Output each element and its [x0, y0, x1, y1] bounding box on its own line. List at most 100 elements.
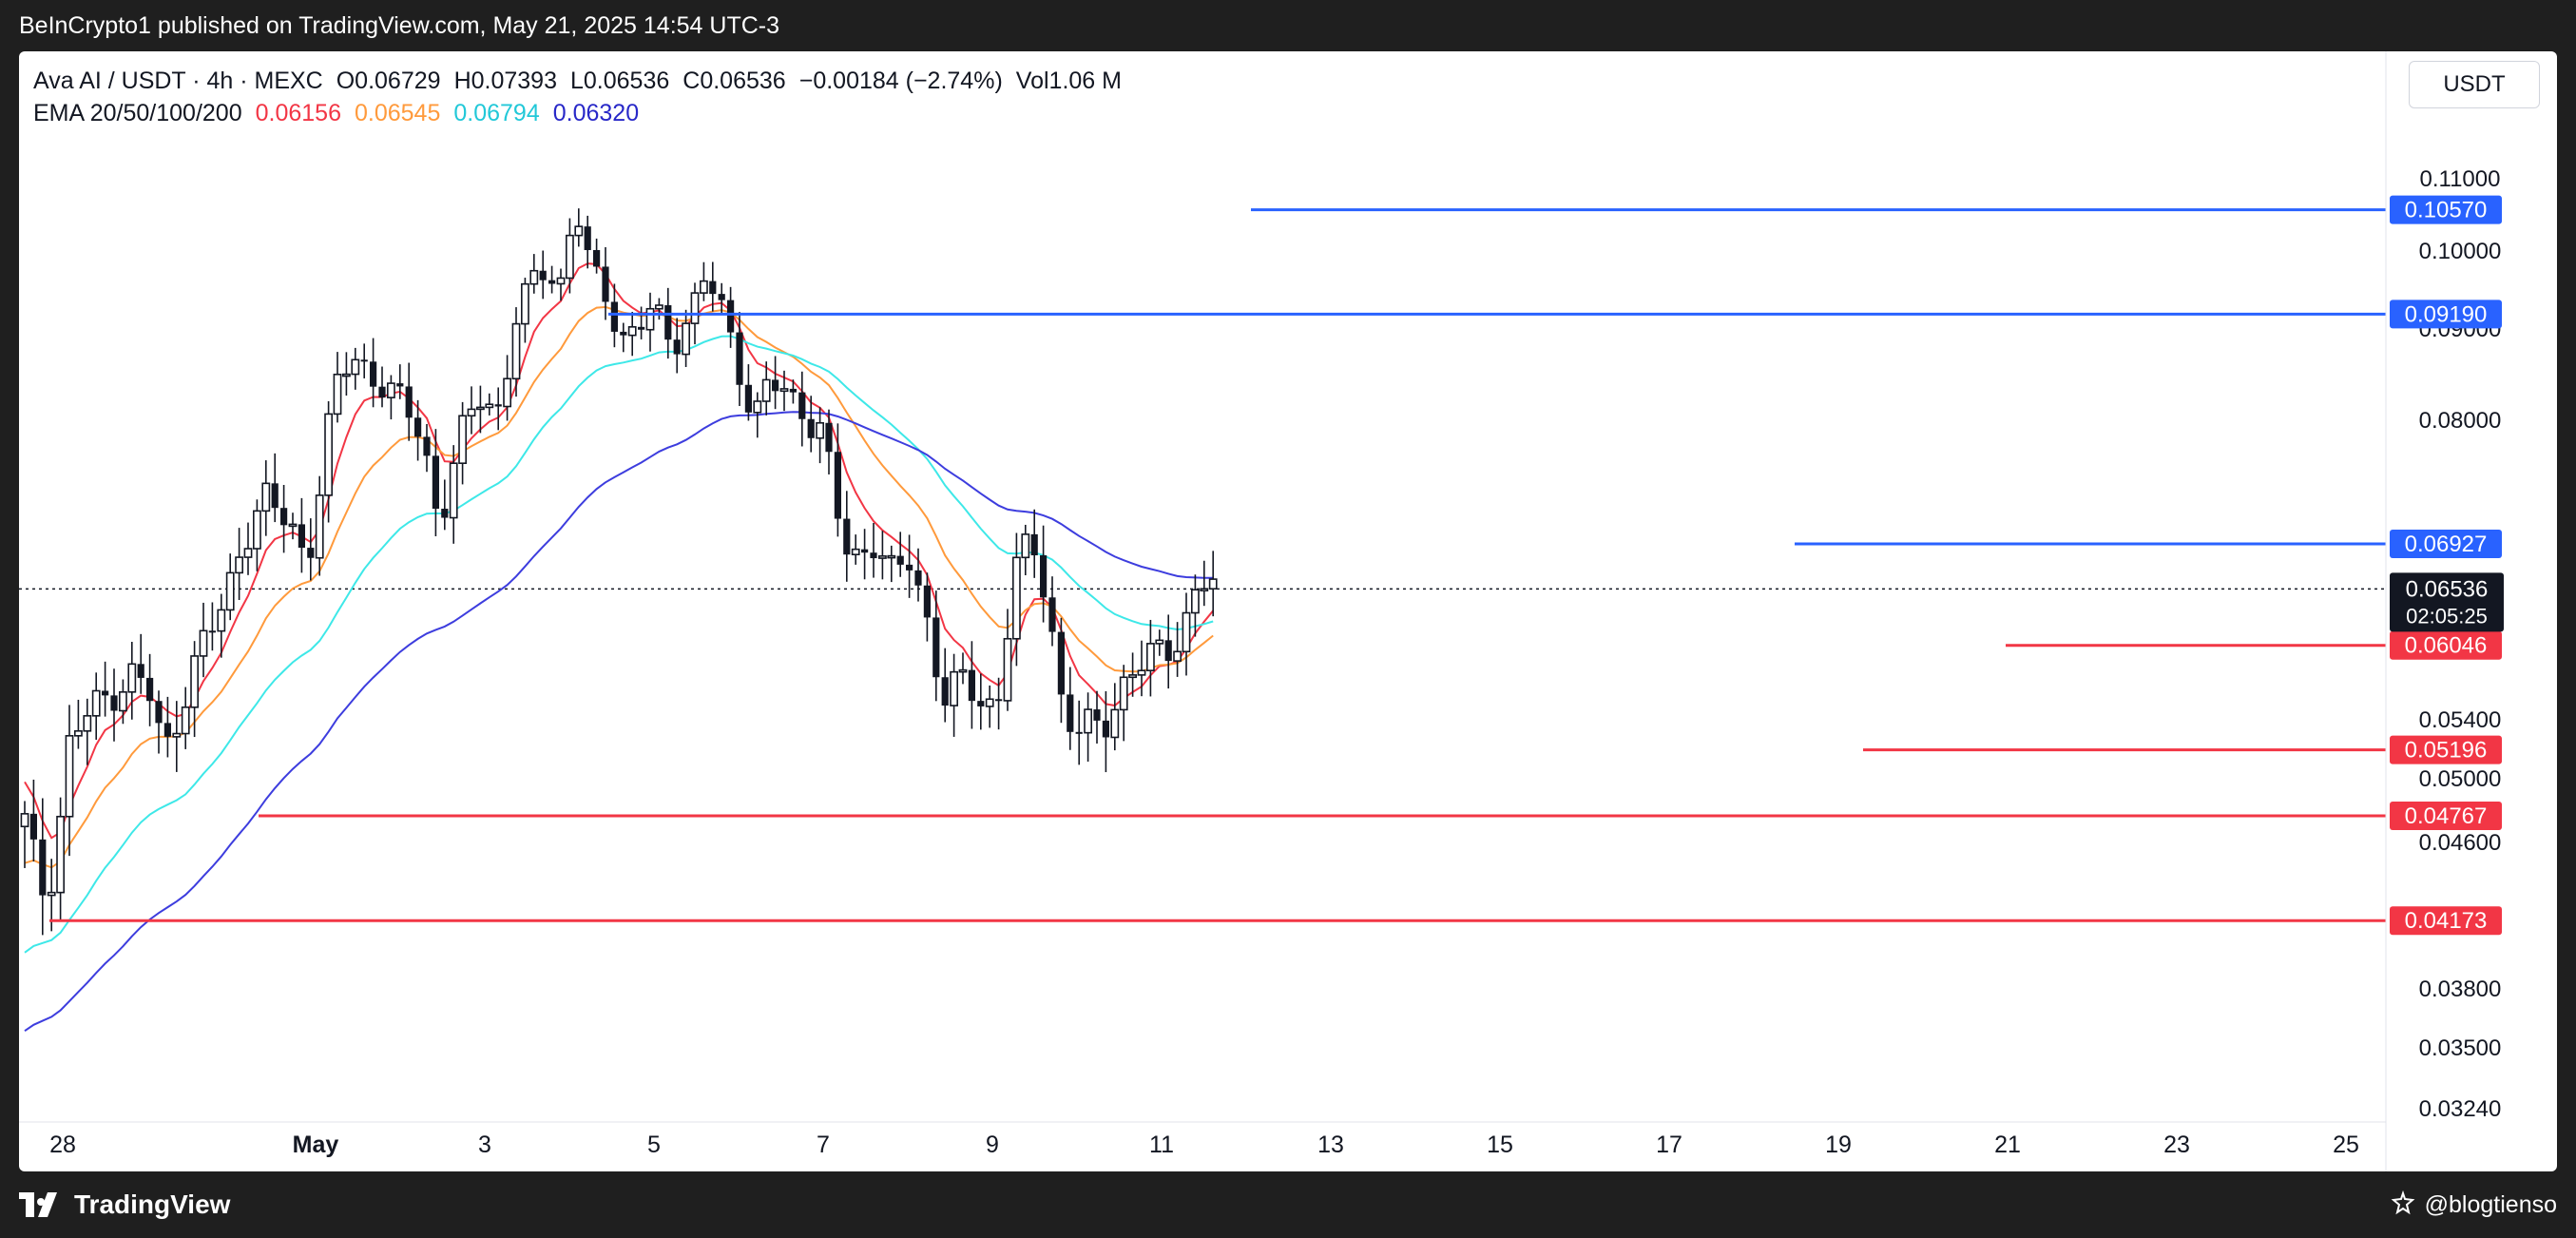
resistance-level-label: 0.09190	[2405, 301, 2488, 327]
ema-label[interactable]: EMA 20/50/100/200	[33, 100, 242, 126]
candle	[1048, 576, 1056, 647]
candle	[1182, 592, 1191, 676]
y-tick-label: 0.11000	[2420, 166, 2501, 192]
candle	[548, 265, 556, 294]
candle	[1128, 652, 1137, 697]
candle	[1021, 524, 1030, 576]
candle	[333, 352, 342, 423]
candle	[423, 423, 431, 473]
candle	[271, 453, 279, 523]
ohlc-open: O0.06729	[336, 68, 441, 94]
candle	[834, 423, 841, 537]
y-tick-label: 0.08000	[2419, 408, 2502, 434]
volume-value: Vol1.06 M	[1015, 68, 1122, 94]
x-tick-label: 21	[1994, 1132, 2021, 1158]
x-tick-label: 15	[1487, 1132, 1513, 1158]
candle	[654, 298, 663, 320]
candle	[1208, 551, 1218, 617]
y-tick-label: 0.03240	[2419, 1096, 2502, 1122]
candle	[458, 401, 467, 485]
candle	[1155, 629, 1164, 656]
candle	[1191, 574, 1200, 637]
candle	[1012, 532, 1021, 667]
candle	[405, 362, 413, 441]
candle	[172, 701, 182, 772]
ema100-line	[24, 335, 1214, 954]
candle	[449, 445, 458, 544]
candle	[941, 648, 949, 723]
candle	[163, 696, 171, 758]
candle	[798, 371, 806, 447]
candle	[1173, 622, 1182, 677]
last-price-badge	[2390, 572, 2504, 632]
candle	[351, 347, 360, 390]
candle	[1102, 690, 1109, 773]
candle	[1084, 692, 1092, 762]
candle	[851, 534, 860, 565]
x-tick-label: 5	[647, 1132, 661, 1158]
candle	[627, 311, 637, 357]
candle	[494, 387, 502, 431]
last-price-label: 0.06536	[2406, 576, 2489, 602]
candle	[968, 641, 975, 729]
candle	[386, 375, 395, 420]
author-handle: @blogtienso	[2424, 1190, 2557, 1218]
currency-button[interactable]: USDT	[2409, 61, 2540, 108]
tradingview-brand[interactable]: TradingView	[19, 1190, 230, 1220]
x-tick-label: 3	[478, 1132, 491, 1158]
candle	[977, 673, 985, 730]
candle	[225, 553, 235, 621]
candle	[243, 522, 253, 575]
candle	[565, 218, 574, 294]
ema20-value: 0.06156	[255, 100, 341, 126]
bell-icon	[2391, 1190, 2415, 1215]
author-credit[interactable]: @blogtienso	[2389, 1190, 2557, 1219]
candle	[673, 318, 681, 374]
candle	[744, 364, 752, 421]
candle	[985, 685, 994, 728]
ohlc-change: −0.00184 (−2.74%)	[798, 68, 1003, 94]
candle	[65, 705, 74, 857]
candle	[1040, 525, 1048, 623]
chart-area[interactable]: 0.11000 0.10000 0.09000 0.08000 0.05400 0.050…	[19, 51, 2557, 1171]
candle	[761, 361, 771, 416]
candle	[709, 261, 717, 312]
candle	[324, 400, 333, 523]
candle	[789, 379, 797, 404]
support-level-badge	[2390, 802, 2502, 831]
publish-header: BeInCrypto1 published on TradingView.com…	[0, 0, 2576, 51]
candle	[137, 633, 144, 694]
support-level-label: 0.06046	[2405, 633, 2488, 659]
candle	[816, 407, 824, 464]
candle	[958, 652, 968, 685]
bar-countdown: 02:05:25	[2406, 604, 2488, 628]
candle	[1057, 617, 1065, 724]
candle	[1137, 640, 1146, 697]
candle	[1075, 700, 1083, 765]
x-tick-label: 23	[2163, 1132, 2190, 1158]
candle	[1164, 614, 1172, 689]
symbol-title[interactable]: Ava AI / USDT · 4h · MEXC	[33, 68, 323, 94]
candle	[1067, 667, 1074, 750]
price-chart[interactable]: 0.110000.100000.090000.080000.054000.050…	[19, 51, 2557, 1171]
x-tick-label: 7	[817, 1132, 830, 1158]
candle	[20, 801, 29, 868]
candle	[887, 545, 896, 583]
candle	[825, 409, 833, 474]
candle	[727, 286, 735, 348]
candle	[807, 396, 815, 453]
footer-bar: TradingView @blogtienso	[0, 1171, 2576, 1238]
candle	[360, 343, 368, 378]
ohlc-low: L0.06536	[570, 68, 670, 94]
candle	[199, 602, 208, 678]
x-tick-label: 11	[1149, 1132, 1174, 1158]
candle	[870, 522, 877, 578]
candle	[950, 653, 958, 737]
candle	[645, 292, 655, 352]
resistance-level-label: 0.10570	[2405, 198, 2488, 223]
candle	[414, 399, 422, 461]
candle	[932, 590, 940, 702]
symbol-row: Ava AI / USDT · 4h · MEXC O0.06729 H0.07…	[33, 65, 1122, 97]
candle	[73, 699, 83, 749]
ema-row: EMA 20/50/100/200 0.06156 0.06545 0.0679…	[33, 97, 1122, 129]
